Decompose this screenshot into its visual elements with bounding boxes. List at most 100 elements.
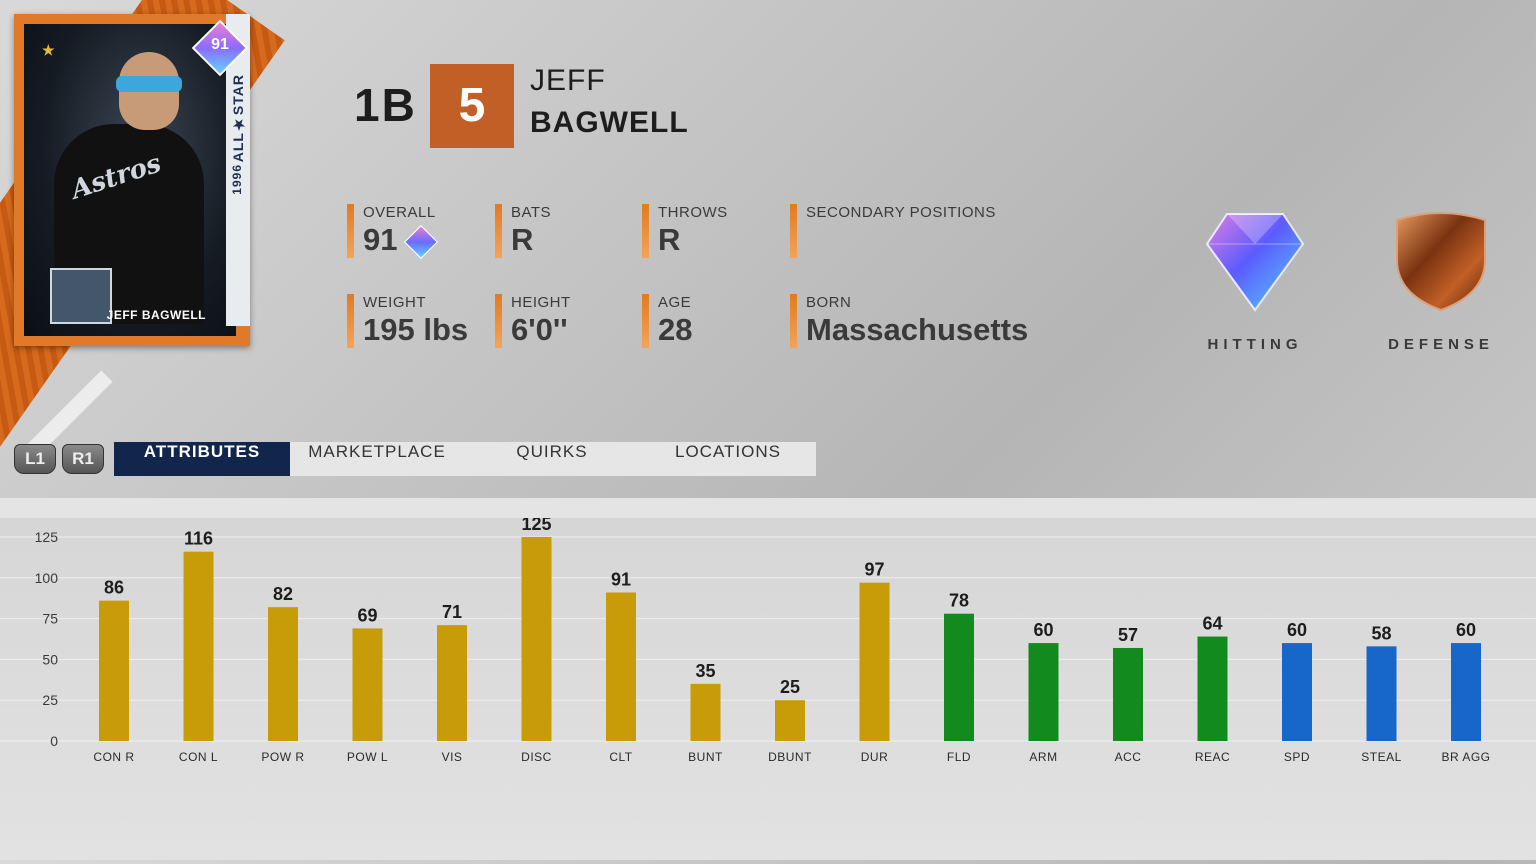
y-tick-label: 125 bbox=[35, 529, 59, 545]
stat-value: 91 bbox=[363, 222, 439, 259]
card-player-name: JEFF BAGWELL bbox=[106, 308, 206, 322]
chart-header-strip bbox=[0, 498, 1536, 518]
player-photo: Astros ★ JEFF BAGWELL bbox=[24, 24, 236, 336]
bar-vis bbox=[437, 625, 467, 741]
data-label: 57 bbox=[1118, 625, 1138, 645]
data-label: 97 bbox=[864, 560, 884, 580]
hitting-rating: HITTING bbox=[1190, 210, 1320, 353]
x-tick-label: ACC bbox=[1115, 750, 1142, 764]
stat-value: Massachusetts bbox=[806, 312, 1029, 347]
y-tick-label: 100 bbox=[35, 570, 59, 586]
tab-locations[interactable]: LOCATIONS bbox=[675, 442, 781, 461]
data-label: 82 bbox=[273, 584, 293, 604]
l1-button[interactable]: L1 bbox=[14, 444, 56, 474]
defense-rating: DEFENSE bbox=[1376, 210, 1506, 353]
stat-label: HEIGHT bbox=[511, 294, 571, 311]
y-tick-label: 50 bbox=[42, 651, 58, 667]
data-label: 71 bbox=[442, 602, 462, 622]
player-position: 1B bbox=[354, 79, 417, 131]
bar-clt bbox=[606, 592, 636, 741]
x-tick-label: REAC bbox=[1195, 750, 1230, 764]
bar-con-l bbox=[183, 551, 214, 741]
stat-accent-bar bbox=[347, 294, 354, 348]
bar-dbunt bbox=[775, 700, 805, 741]
x-tick-label: CLT bbox=[609, 750, 632, 764]
stat-label: AGE bbox=[658, 294, 692, 311]
data-label: 60 bbox=[1033, 620, 1053, 640]
bar-dur bbox=[859, 582, 890, 741]
tab-attributes[interactable]: ATTRIBUTES bbox=[114, 442, 290, 476]
bar-pow-l bbox=[352, 628, 383, 741]
tab-quirks[interactable]: QUIRKS bbox=[516, 442, 588, 461]
bar-con-r bbox=[99, 600, 129, 741]
data-label: 91 bbox=[611, 569, 631, 589]
stat-label: SECONDARY POSITIONS bbox=[806, 204, 996, 221]
hitting-label: HITTING bbox=[1207, 336, 1303, 353]
bar-spd bbox=[1282, 643, 1312, 741]
card-overall-number: 91 bbox=[211, 36, 229, 53]
data-label: 25 bbox=[780, 677, 800, 697]
all-star-badge: ALL★STAR bbox=[230, 74, 246, 163]
bar-fld bbox=[944, 613, 974, 741]
data-label: 60 bbox=[1287, 620, 1307, 640]
y-tick-label: 75 bbox=[42, 611, 58, 627]
x-tick-label: CON L bbox=[179, 750, 218, 764]
data-label: 125 bbox=[521, 518, 551, 534]
x-tick-label: STEAL bbox=[1361, 750, 1402, 764]
bar-disc bbox=[521, 537, 552, 741]
stat-accent-bar bbox=[495, 294, 502, 348]
star-icon: ★ bbox=[42, 42, 55, 58]
x-tick-label: FLD bbox=[947, 750, 971, 764]
data-label: 58 bbox=[1371, 623, 1391, 643]
y-tick-label: 0 bbox=[50, 733, 58, 749]
stat-value: 195 lbs bbox=[363, 312, 469, 347]
jersey-number: 5 bbox=[430, 64, 514, 148]
y-tick-label: 25 bbox=[42, 692, 58, 708]
data-label: 60 bbox=[1456, 620, 1476, 640]
data-label: 78 bbox=[949, 591, 969, 611]
bar-arm bbox=[1028, 643, 1059, 741]
stat-label: THROWS bbox=[658, 204, 728, 221]
stat-value: R bbox=[511, 222, 534, 257]
stat-value: R bbox=[658, 222, 681, 257]
shield-icon bbox=[1396, 212, 1486, 312]
bar-reac bbox=[1197, 636, 1228, 741]
player-card: Astros ★ JEFF BAGWELL ALL★STAR 1996 91 bbox=[14, 14, 250, 346]
stat-label: BATS bbox=[511, 204, 552, 221]
x-tick-label: DISC bbox=[521, 750, 552, 764]
tab-bar: ATTRIBUTES MARKETPLACE QUIRKS LOCATIONS bbox=[114, 442, 816, 476]
data-label: 35 bbox=[695, 661, 715, 681]
stat-value: 28 bbox=[658, 312, 693, 347]
x-tick-label: ARM bbox=[1029, 750, 1057, 764]
data-label: 86 bbox=[104, 578, 124, 598]
stat-label: BORN bbox=[806, 294, 852, 311]
stat-accent-bar bbox=[642, 204, 649, 258]
tab-marketplace[interactable]: MARKETPLACE bbox=[308, 442, 446, 461]
stat-accent-bar bbox=[790, 204, 797, 258]
x-tick-label: POW L bbox=[347, 750, 388, 764]
attributes-chart: 0 25 50 75 100 125 86 CON R 116 CON L 82 POW R 69 POW… bbox=[0, 514, 1536, 860]
data-label: 64 bbox=[1202, 614, 1222, 634]
attributes-bar-chart: 0 25 50 75 100 125 86 CON R 116 CON L 82 POW R 69 POW… bbox=[0, 514, 1536, 764]
x-tick-label: DUR bbox=[861, 750, 889, 764]
x-tick-label: VIS bbox=[442, 750, 463, 764]
x-tick-label: BUNT bbox=[688, 750, 723, 764]
x-tick-label: CON R bbox=[93, 750, 134, 764]
stat-label: OVERALL bbox=[363, 204, 436, 221]
data-label: 69 bbox=[357, 605, 377, 625]
player-last-name: BAGWELL bbox=[530, 106, 689, 139]
bar-br-agg bbox=[1451, 643, 1481, 741]
card-overall-diamond: 91 bbox=[191, 19, 249, 77]
r1-button[interactable]: R1 bbox=[62, 444, 104, 474]
mini-photo bbox=[50, 268, 112, 324]
x-tick-label: DBUNT bbox=[768, 750, 812, 764]
overall-value: 91 bbox=[363, 222, 398, 257]
bar-pow-r bbox=[268, 607, 298, 741]
defense-label: DEFENSE bbox=[1388, 336, 1494, 353]
photo-sunglasses bbox=[116, 76, 182, 92]
bar-steal bbox=[1366, 646, 1397, 741]
x-tick-label: POW R bbox=[261, 750, 304, 764]
stat-accent-bar bbox=[790, 294, 797, 348]
stat-value: 6'0'' bbox=[511, 312, 568, 347]
stat-accent-bar bbox=[495, 204, 502, 258]
